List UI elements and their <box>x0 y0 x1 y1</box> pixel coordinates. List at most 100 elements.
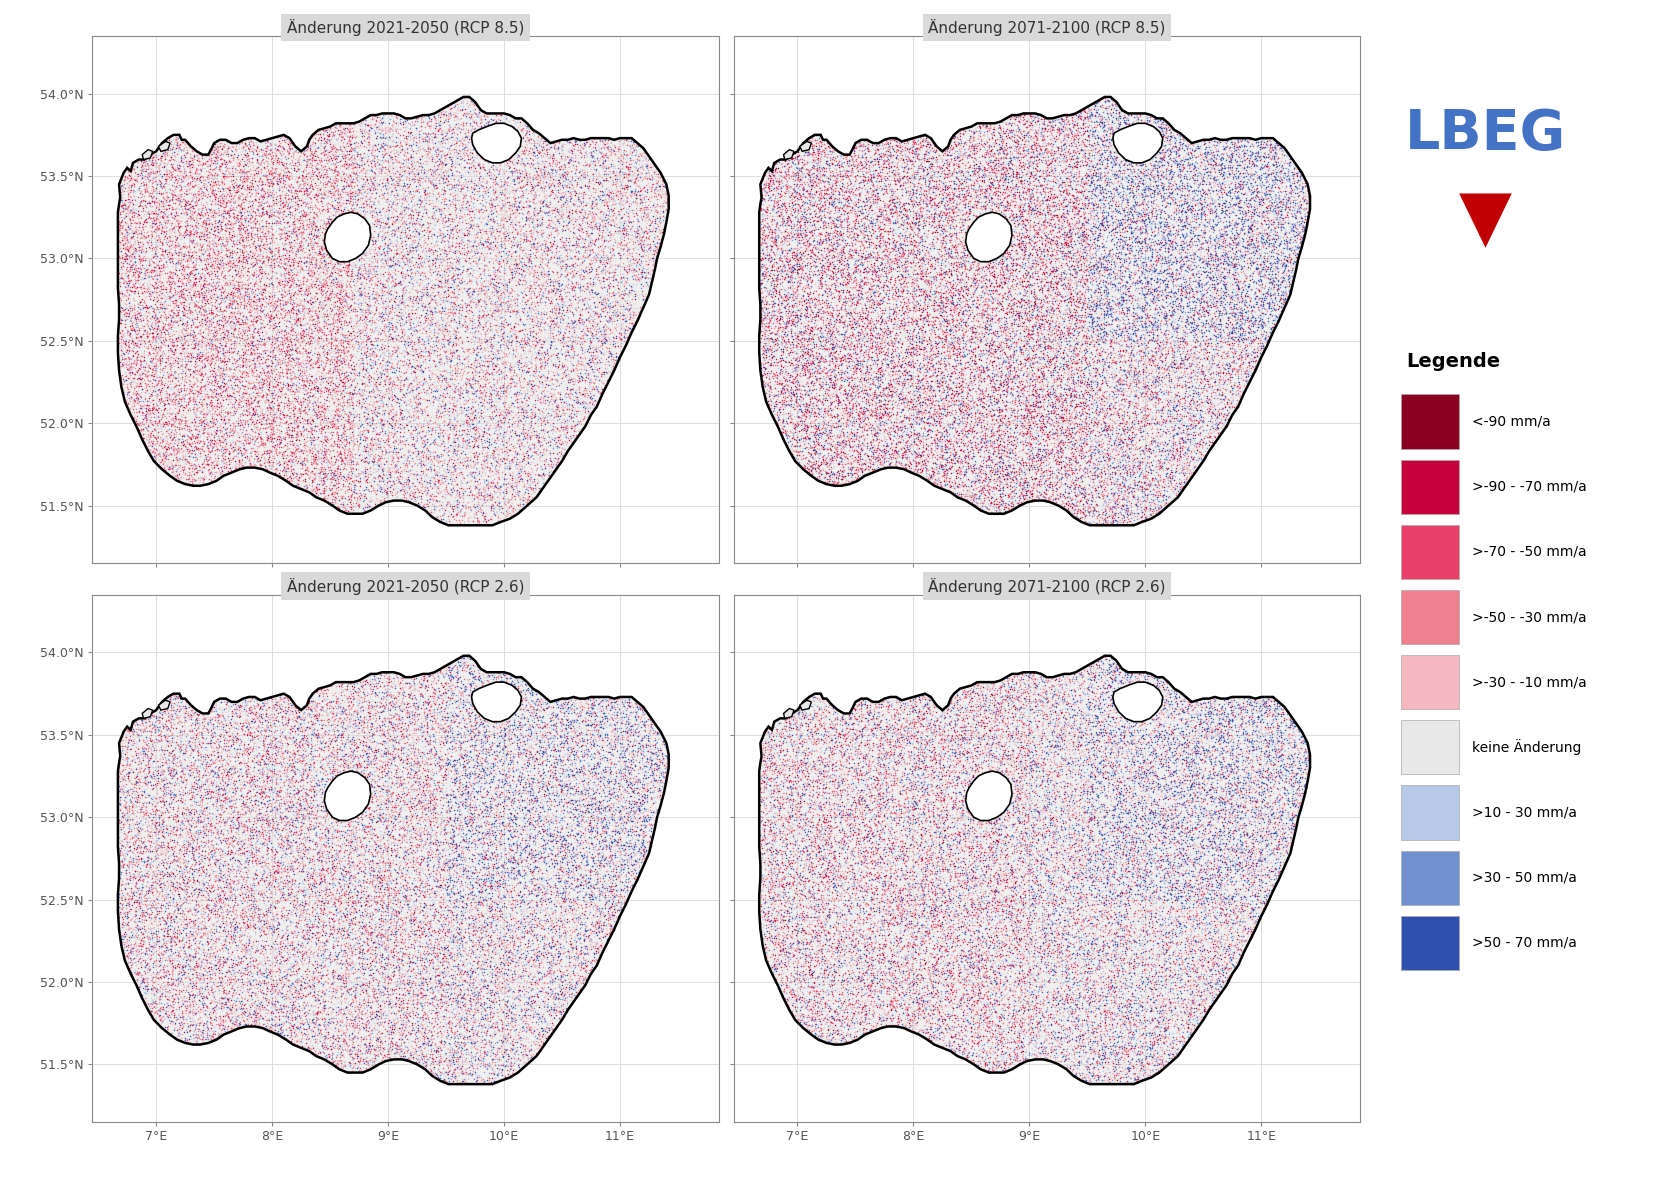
Point <box>963 842 990 862</box>
Point <box>465 234 492 253</box>
Point <box>491 934 517 953</box>
Point <box>155 793 181 812</box>
Point <box>595 296 622 316</box>
Point <box>1092 1024 1119 1043</box>
Point <box>1099 307 1126 326</box>
Point <box>349 299 376 318</box>
Point <box>860 420 887 439</box>
Point <box>1248 696 1275 715</box>
Point <box>1090 716 1117 736</box>
Point <box>842 360 869 379</box>
Point <box>378 965 405 984</box>
Point <box>361 200 388 220</box>
Point <box>198 247 225 266</box>
Point <box>141 235 168 254</box>
Point <box>329 164 356 184</box>
Point <box>1070 703 1097 722</box>
Point <box>129 748 156 767</box>
Point <box>991 274 1018 293</box>
Point <box>395 450 422 469</box>
Point <box>929 264 956 283</box>
Point <box>1094 259 1121 278</box>
Point <box>255 432 282 451</box>
Point <box>786 180 813 199</box>
Point <box>482 816 509 835</box>
Point <box>837 940 864 959</box>
Point <box>161 383 188 402</box>
Point <box>333 347 360 366</box>
Point <box>227 271 254 290</box>
Point <box>173 853 200 872</box>
Point <box>838 464 865 484</box>
Point <box>633 217 660 236</box>
Point <box>1116 355 1142 374</box>
Point <box>497 878 524 898</box>
Point <box>628 222 655 241</box>
Point <box>361 684 388 703</box>
Point <box>311 996 338 1015</box>
Point <box>800 437 827 456</box>
Point <box>884 941 911 960</box>
Point <box>205 449 232 468</box>
Point <box>1074 824 1100 844</box>
Point <box>1210 258 1236 277</box>
Point <box>936 326 963 346</box>
Point <box>1196 300 1223 319</box>
Point <box>477 877 504 896</box>
Point <box>1050 432 1077 451</box>
Point <box>163 137 190 156</box>
Point <box>981 1016 1008 1036</box>
Point <box>417 119 444 138</box>
Point <box>531 937 558 956</box>
Point <box>323 466 349 485</box>
Point <box>284 719 311 738</box>
Point <box>875 308 902 328</box>
Point <box>973 708 1000 727</box>
Point <box>304 836 331 856</box>
Point <box>507 739 534 758</box>
Point <box>1065 910 1092 929</box>
Point <box>869 386 895 406</box>
Point <box>385 953 412 972</box>
Point <box>391 880 418 899</box>
Point <box>948 714 974 733</box>
Point <box>549 1000 576 1019</box>
Point <box>344 430 371 449</box>
Point <box>323 148 349 167</box>
Point <box>1131 163 1158 182</box>
Point <box>1018 888 1045 907</box>
Point <box>487 416 514 436</box>
Point <box>816 377 843 396</box>
Point <box>383 1040 410 1060</box>
Point <box>427 482 454 502</box>
Point <box>1003 674 1030 694</box>
Point <box>175 913 202 932</box>
Point <box>440 104 467 124</box>
Point <box>559 961 586 980</box>
Point <box>509 491 536 510</box>
Point <box>749 794 776 814</box>
Point <box>486 368 512 388</box>
Point <box>944 1009 971 1028</box>
Point <box>848 949 875 968</box>
Point <box>1025 310 1052 329</box>
Point <box>554 342 581 361</box>
Point <box>931 731 958 750</box>
Point <box>1055 156 1082 175</box>
Point <box>239 253 265 272</box>
Point <box>1139 756 1166 775</box>
Point <box>1065 419 1092 438</box>
Point <box>1095 398 1122 418</box>
Point <box>882 329 909 348</box>
Point <box>405 209 432 228</box>
Point <box>455 221 482 240</box>
Point <box>1104 316 1131 335</box>
Point <box>916 460 942 479</box>
Point <box>465 474 492 493</box>
Point <box>176 325 203 344</box>
Point <box>131 958 158 977</box>
Point <box>1193 138 1220 157</box>
Point <box>524 216 551 235</box>
Point <box>818 154 845 173</box>
Point <box>133 295 160 314</box>
